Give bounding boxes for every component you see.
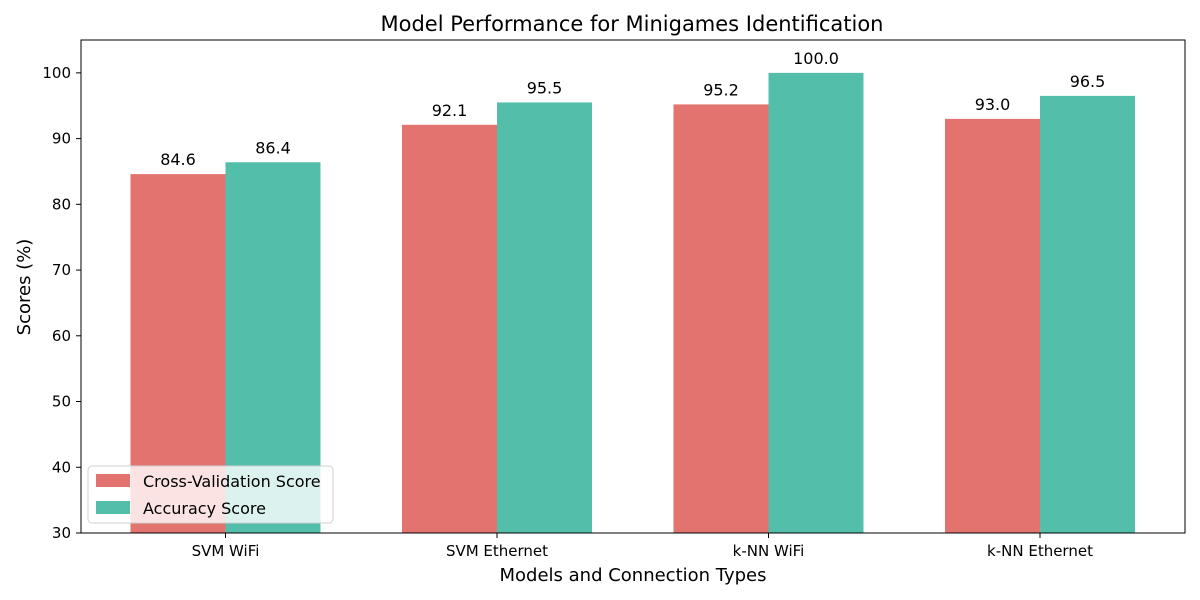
data-label-accuracy-0: 86.4 [255, 138, 291, 157]
y-tick-label-5: 80 [52, 195, 71, 213]
y-tick-label-7: 100 [42, 64, 71, 82]
data-label-accuracy-2: 100.0 [793, 49, 839, 68]
x-tick-label-2: k-NN WiFi [733, 542, 805, 560]
y-tick-label-2: 50 [52, 393, 71, 411]
x-tick-label-3: k-NN Ethernet [987, 542, 1093, 560]
legend-box [87, 465, 334, 524]
data-label-cross-validation-3: 93.0 [975, 95, 1011, 114]
legend-swatch-1 [96, 501, 130, 514]
x-tick-label-0: SVM WiFi [192, 542, 260, 560]
legend-swatch-0 [96, 474, 130, 487]
data-label-cross-validation-2: 95.2 [703, 80, 739, 99]
x-tick-label-1: SVM Ethernet [446, 542, 548, 560]
y-tick-label-3: 60 [52, 327, 71, 345]
data-labels-layer: 84.6 92.1 95.2 93.0 86.4 95.5 100.0 96.5 [160, 49, 1105, 169]
bar-cross-validation-1 [402, 124, 497, 534]
legend: Cross-Validation Score Accuracy Score [87, 465, 334, 524]
bar-accuracy-1 [497, 102, 592, 534]
data-label-cross-validation-0: 84.6 [160, 150, 196, 169]
y-axis-label: Scores (%) [14, 239, 35, 336]
data-label-accuracy-3: 96.5 [1070, 72, 1106, 91]
data-label-cross-validation-1: 92.1 [432, 101, 468, 120]
bar-cross-validation-3 [945, 118, 1040, 533]
y-tick-label-1: 40 [52, 458, 71, 476]
data-label-accuracy-1: 95.5 [527, 78, 563, 97]
y-tick-label-6: 90 [52, 130, 71, 148]
y-tick-label-4: 70 [52, 261, 71, 279]
y-tick-label-0: 30 [52, 524, 71, 542]
bar-accuracy-3 [1040, 95, 1135, 533]
y-axis: 30 40 50 60 70 80 90 100 [42, 64, 81, 542]
plot-frame [80, 39, 1186, 534]
x-axis-label: Models and Connection Types [499, 565, 766, 586]
bar-cross-validation-2 [673, 104, 769, 533]
chart-title: Model Performance for Minigames Identifi… [380, 12, 883, 36]
legend-label-1: Accuracy Score [143, 499, 266, 518]
legend-label-0: Cross-Validation Score [143, 472, 321, 491]
x-axis: SVM WiFi SVM Ethernet k-NN WiFi k-NN Ethern… [192, 533, 1093, 560]
bar-accuracy-2 [768, 72, 864, 533]
